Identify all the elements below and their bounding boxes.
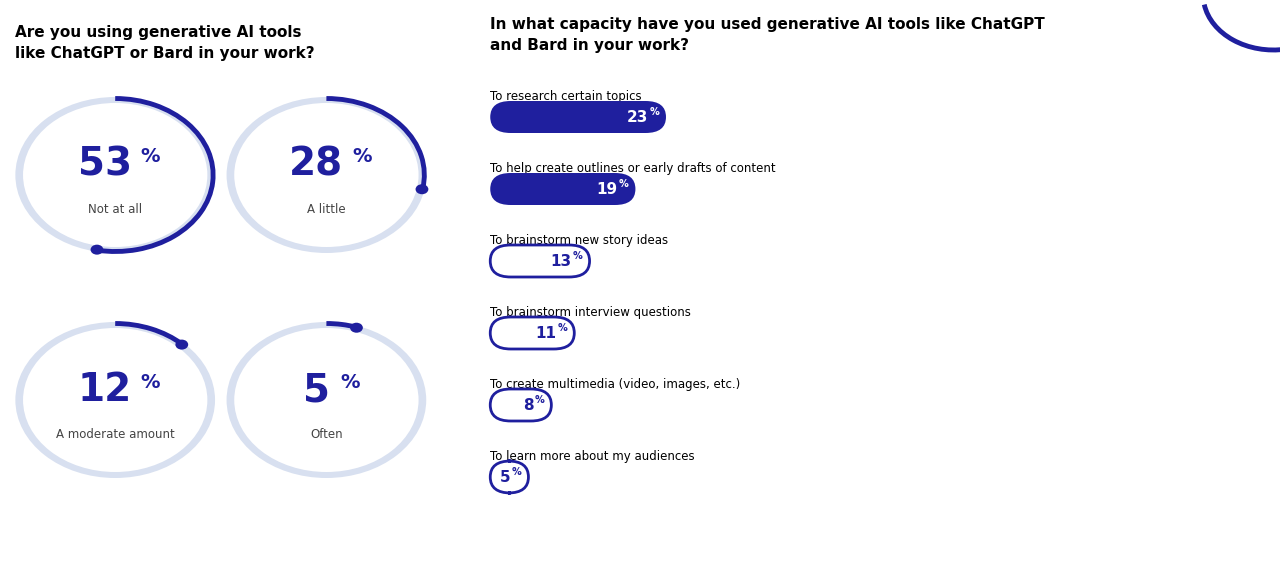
Text: To help create outlines or early drafts of content: To help create outlines or early drafts … (490, 162, 776, 175)
Circle shape (15, 322, 215, 478)
Circle shape (15, 97, 215, 253)
FancyBboxPatch shape (490, 317, 1254, 349)
Circle shape (23, 103, 207, 247)
Circle shape (234, 103, 419, 247)
Text: To research certain topics: To research certain topics (490, 90, 641, 103)
Text: A little: A little (307, 203, 346, 216)
FancyBboxPatch shape (490, 461, 1254, 493)
Text: %: % (141, 372, 160, 392)
Text: 23: 23 (627, 110, 648, 124)
Circle shape (91, 245, 104, 255)
FancyBboxPatch shape (490, 173, 1254, 205)
Text: 28: 28 (289, 146, 343, 184)
Text: %: % (618, 179, 628, 189)
FancyBboxPatch shape (490, 101, 1254, 133)
Text: %: % (141, 147, 160, 167)
Text: %: % (352, 147, 371, 167)
Text: To create multimedia (video, images, etc.): To create multimedia (video, images, etc… (490, 378, 741, 391)
Circle shape (234, 328, 419, 472)
FancyBboxPatch shape (490, 245, 590, 277)
Text: 8: 8 (522, 398, 534, 412)
Text: To brainstorm interview questions: To brainstorm interview questions (490, 306, 691, 319)
Text: A moderate amount: A moderate amount (56, 428, 174, 441)
Text: %: % (512, 467, 521, 477)
Circle shape (23, 328, 207, 472)
FancyBboxPatch shape (490, 389, 1254, 421)
Text: %: % (558, 323, 567, 333)
Text: To brainstorm new story ideas: To brainstorm new story ideas (490, 234, 668, 247)
Circle shape (227, 97, 426, 253)
Text: To learn more about my audiences: To learn more about my audiences (490, 450, 695, 463)
Text: 5: 5 (500, 470, 511, 485)
FancyBboxPatch shape (490, 245, 1254, 277)
FancyBboxPatch shape (490, 173, 635, 205)
FancyBboxPatch shape (490, 389, 552, 421)
Text: Are you using generative AI tools
like ChatGPT or Bard in your work?: Are you using generative AI tools like C… (15, 25, 315, 61)
FancyBboxPatch shape (490, 101, 666, 133)
Text: 13: 13 (550, 254, 572, 268)
Text: %: % (649, 107, 659, 117)
Text: Often: Often (310, 428, 343, 441)
Text: 19: 19 (596, 181, 617, 197)
Circle shape (416, 184, 429, 194)
Text: Not at all: Not at all (88, 203, 142, 216)
Text: 5: 5 (302, 371, 330, 409)
Text: In what capacity have you used generative AI tools like ChatGPT
and Bard in your: In what capacity have you used generativ… (490, 17, 1044, 53)
FancyBboxPatch shape (490, 317, 575, 349)
Text: %: % (535, 395, 544, 405)
FancyBboxPatch shape (490, 461, 529, 493)
Circle shape (349, 323, 362, 333)
Text: %: % (573, 251, 582, 261)
Text: %: % (340, 372, 360, 392)
Circle shape (227, 322, 426, 478)
Circle shape (175, 340, 188, 350)
Text: 11: 11 (535, 325, 557, 341)
Text: 12: 12 (78, 371, 132, 409)
Text: 53: 53 (78, 146, 132, 184)
